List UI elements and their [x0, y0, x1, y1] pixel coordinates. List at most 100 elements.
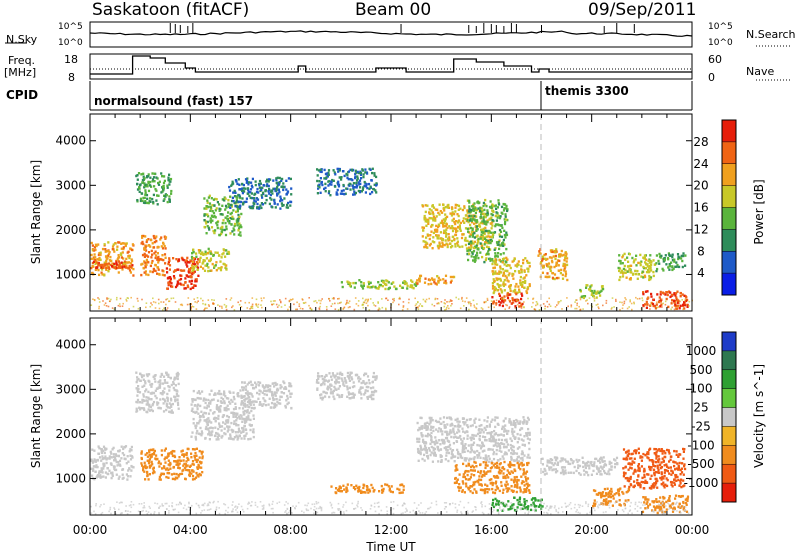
- range-cell: [245, 428, 248, 432]
- range-cell: [522, 261, 525, 265]
- range-cell: [502, 271, 505, 274]
- range-cell: [378, 285, 381, 289]
- range-cell: [241, 426, 244, 430]
- range-cell: [142, 266, 145, 270]
- range-cell: [436, 235, 439, 238]
- range-cell: [258, 179, 262, 183]
- range-cell: [446, 245, 449, 249]
- range-cell: [197, 390, 201, 393]
- range-cell: [120, 247, 123, 250]
- range-cell: [146, 455, 149, 458]
- range-cell: [183, 287, 186, 290]
- range-cell: [347, 170, 351, 173]
- range-cell: [206, 252, 209, 255]
- range-cell: [525, 274, 528, 277]
- range-cell: [122, 246, 125, 249]
- range-cell: [453, 212, 456, 216]
- range-cell: [319, 170, 322, 173]
- range-cell: [276, 203, 279, 206]
- range-cell: [194, 426, 197, 430]
- range-cell: [170, 192, 173, 195]
- range-cell: [103, 274, 106, 277]
- range-cell: [177, 473, 180, 477]
- range-cell: [218, 207, 221, 210]
- range-cell: [418, 305, 421, 307]
- range-cell: [444, 426, 447, 429]
- range-cell: [337, 170, 340, 173]
- range-cell: [511, 297, 514, 300]
- range-cell: [622, 304, 624, 306]
- y-tick-label: 4000: [55, 134, 86, 148]
- range-cell: [423, 218, 426, 221]
- range-cell: [378, 283, 381, 287]
- range-cell: [473, 218, 476, 221]
- range-cell: [123, 453, 126, 457]
- range-cell: [514, 423, 517, 427]
- range-cell: [346, 301, 348, 304]
- range-cell: [472, 206, 475, 210]
- range-cell: [227, 428, 230, 431]
- range-cell: [147, 408, 150, 411]
- range-cell: [147, 251, 151, 254]
- range-cell: [316, 174, 319, 177]
- range-cell: [444, 206, 447, 209]
- range-cell: [318, 299, 320, 302]
- range-cell: [191, 305, 193, 308]
- range-cell: [448, 433, 451, 436]
- range-cell: [104, 455, 107, 458]
- nsky-tick-top: 10^5: [58, 22, 83, 32]
- range-cell: [225, 409, 228, 412]
- range-cell: [173, 388, 176, 392]
- range-cell: [249, 308, 251, 310]
- range-cell: [139, 199, 142, 203]
- range-cell: [170, 282, 173, 285]
- range-cell: [473, 202, 476, 205]
- range-cell: [166, 277, 169, 280]
- range-cell: [174, 285, 178, 289]
- range-cell: [101, 455, 104, 458]
- range-cell: [439, 455, 442, 459]
- range-cell: [157, 461, 160, 465]
- range-cell: [170, 452, 174, 455]
- range-cell: [232, 191, 235, 194]
- range-cell: [233, 436, 236, 439]
- range-cell: [365, 298, 367, 301]
- range-cell: [140, 173, 143, 176]
- range-cell: [497, 243, 500, 246]
- range-cell: [131, 243, 134, 246]
- range-cell: [669, 295, 672, 299]
- range-cell: [368, 282, 371, 286]
- range-cell: [162, 187, 165, 190]
- range-cell: [248, 411, 251, 414]
- range-cell: [372, 187, 375, 191]
- range-cell: [114, 453, 117, 456]
- range-cell: [104, 248, 107, 251]
- range-cell: [218, 209, 221, 212]
- range-cell: [247, 183, 250, 186]
- range-cell: [481, 443, 484, 446]
- range-cell: [149, 270, 152, 273]
- range-cell: [472, 250, 476, 253]
- range-cell: [435, 439, 438, 442]
- range-cell: [385, 297, 387, 300]
- range-cell: [203, 411, 206, 415]
- range-cell: [139, 183, 142, 186]
- range-cell: [469, 210, 472, 214]
- range-cell: [485, 240, 488, 244]
- range-cell: [492, 301, 495, 304]
- range-cell: [239, 204, 242, 207]
- range-cell: [523, 301, 525, 303]
- range-cell: [276, 400, 279, 404]
- range-cell: [165, 373, 168, 376]
- range-cell: [96, 266, 99, 269]
- range-cell: [469, 226, 472, 230]
- range-cell: [373, 488, 376, 492]
- range-cell: [174, 377, 177, 380]
- range-cell: [246, 187, 250, 190]
- range-cell: [165, 371, 168, 374]
- range-cell: [412, 287, 415, 290]
- range-cell: [495, 302, 498, 305]
- range-cell: [439, 278, 442, 282]
- range-cell: [255, 303, 257, 306]
- range-cell: [486, 209, 489, 212]
